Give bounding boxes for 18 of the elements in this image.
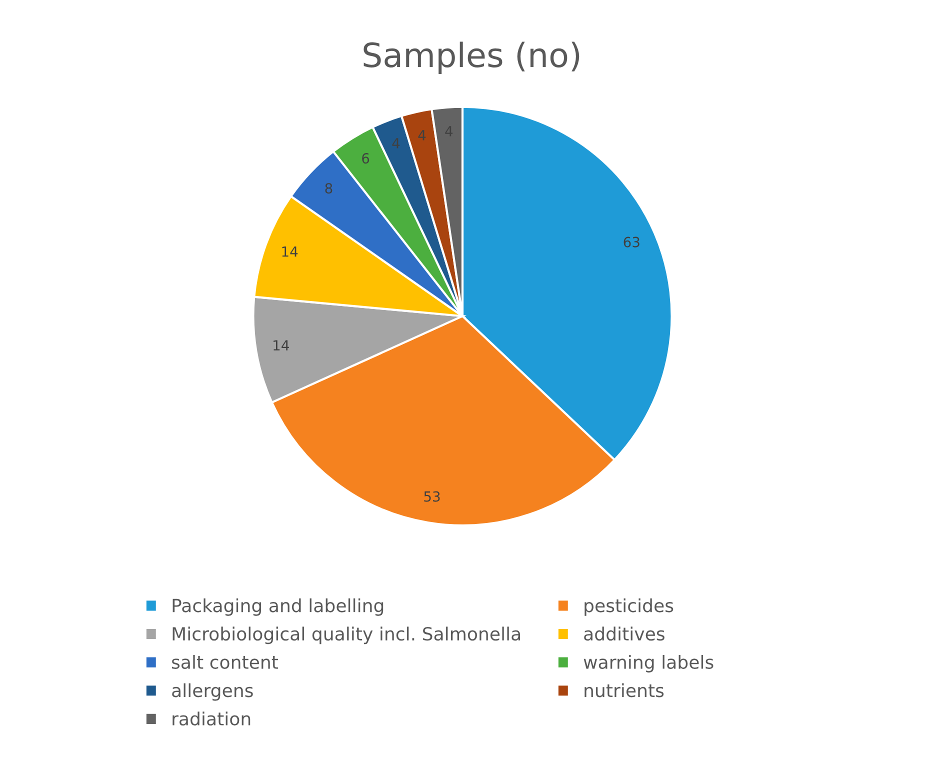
data-label: 53 [424,491,440,502]
legend-label: Packaging and labelling [172,598,384,616]
data-label: 14 [282,246,298,257]
legend-label: salt content [172,654,278,669]
legend-label: Microbiological quality incl. Salmonella [172,626,520,644]
chart-title: Samples (no) [364,42,580,74]
data-label: 4 [418,130,426,140]
data-label: 63 [624,236,640,248]
data-label: 8 [325,183,332,194]
legend-label: pesticides [584,598,674,616]
data-label: 4 [392,138,400,148]
legend-label: warning labels [584,654,714,672]
legend-label: additives [584,626,664,641]
legend-label: radiation [172,712,250,726]
data-label: 14 [274,340,289,350]
legend-label: allergens [172,683,253,701]
data-label: 6 [362,153,370,164]
legend-label: nutrients [584,683,664,698]
